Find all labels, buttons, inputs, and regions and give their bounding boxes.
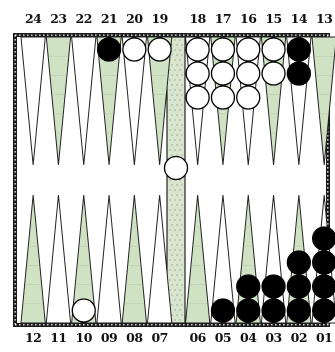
white-checker-point-21[interactable] — [236, 85, 261, 110]
point-label-top-24: 24 — [24, 11, 42, 26]
point-18[interactable] — [146, 36, 173, 166]
black-checker-point-1[interactable] — [312, 250, 335, 275]
white-checker-point-22[interactable] — [261, 61, 286, 86]
point-label-bottom-08: 08 — [126, 330, 143, 345]
point-label-bottom-12: 12 — [24, 330, 42, 345]
point-6-hatch — [187, 226, 208, 305]
point-label-bottom-02: 02 — [290, 330, 308, 345]
black-checker-point-1[interactable] — [312, 274, 335, 299]
point-13[interactable] — [20, 36, 46, 166]
bar-texture — [169, 39, 183, 321]
point-24-hatch — [314, 55, 335, 134]
point-24[interactable] — [311, 36, 335, 166]
white-checker-point-19[interactable] — [185, 37, 210, 62]
point-label-bottom-11: 11 — [50, 330, 67, 345]
checkers — [71, 37, 335, 323]
white-checker-point-18[interactable] — [147, 37, 172, 62]
black-checker-point-4[interactable] — [236, 298, 261, 323]
point-6[interactable] — [184, 194, 211, 324]
point-12[interactable] — [20, 194, 46, 324]
black-checker-point-2[interactable] — [286, 298, 312, 323]
point-label-top-19: 19 — [151, 11, 168, 26]
black-checker-point-23[interactable] — [286, 61, 312, 86]
white-checker-point-21[interactable] — [236, 37, 261, 62]
point-label-bottom-10: 10 — [75, 330, 93, 345]
point-7[interactable] — [146, 194, 173, 324]
point-8[interactable] — [121, 194, 148, 324]
white-checker-point-20[interactable] — [210, 61, 236, 86]
point-10[interactable] — [71, 194, 97, 324]
point-label-bottom-01: 01 — [315, 330, 333, 345]
black-checker-point-1[interactable] — [312, 298, 335, 323]
point-label-top-20: 20 — [126, 11, 143, 26]
black-checker-point-5[interactable] — [210, 298, 236, 323]
point-label-top-14: 14 — [290, 11, 308, 26]
white-checker-point-19[interactable] — [185, 61, 210, 86]
point-label-top-15: 15 — [265, 11, 282, 26]
point-label-bottom-06: 06 — [189, 330, 206, 345]
point-label-top-13: 13 — [315, 11, 333, 26]
point-11[interactable] — [45, 194, 72, 324]
point-label-top-22: 22 — [75, 11, 93, 26]
black-checker-point-3[interactable] — [261, 298, 286, 323]
point-17[interactable] — [121, 36, 148, 166]
white-checker-point-21[interactable] — [236, 61, 261, 86]
point-label-top-21: 21 — [100, 11, 118, 26]
white-checker-point-19[interactable] — [185, 85, 210, 110]
point-8-hatch — [124, 226, 145, 305]
point-9[interactable] — [96, 194, 122, 324]
point-14-hatch — [48, 55, 69, 134]
white-checker-point-22[interactable] — [261, 37, 286, 62]
white-checker-point-20[interactable] — [210, 37, 236, 62]
point-label-bottom-07: 07 — [151, 330, 168, 345]
point-12-hatch — [23, 226, 44, 305]
point-15[interactable] — [71, 36, 97, 166]
white-checker-point-10[interactable] — [71, 298, 96, 323]
black-checker-point-2[interactable] — [286, 274, 312, 299]
point-label-top-23: 23 — [50, 11, 67, 26]
point-label-bottom-04: 04 — [240, 330, 257, 345]
point-label-bottom-09: 09 — [100, 330, 118, 345]
white-checker-point-20[interactable] — [210, 85, 236, 110]
point-16[interactable] — [96, 36, 122, 166]
point-label-bottom-03: 03 — [265, 330, 282, 345]
point-label-top-16: 16 — [240, 11, 257, 26]
black-checker-point-3[interactable] — [261, 274, 286, 299]
white-checker-point-17[interactable] — [122, 37, 147, 62]
black-checker-point-1[interactable] — [312, 226, 335, 251]
point-5[interactable] — [210, 194, 236, 324]
black-checker-point-16[interactable] — [96, 37, 122, 62]
point-label-top-18: 18 — [189, 11, 206, 26]
point-14[interactable] — [45, 36, 72, 166]
point-label-top-17: 17 — [214, 11, 232, 26]
black-checker-point-4[interactable] — [236, 274, 261, 299]
white-checker-on-bar[interactable] — [163, 155, 189, 181]
point-label-bottom-05: 05 — [214, 330, 232, 345]
black-checker-point-23[interactable] — [286, 37, 312, 62]
black-checker-point-2[interactable] — [286, 250, 312, 275]
